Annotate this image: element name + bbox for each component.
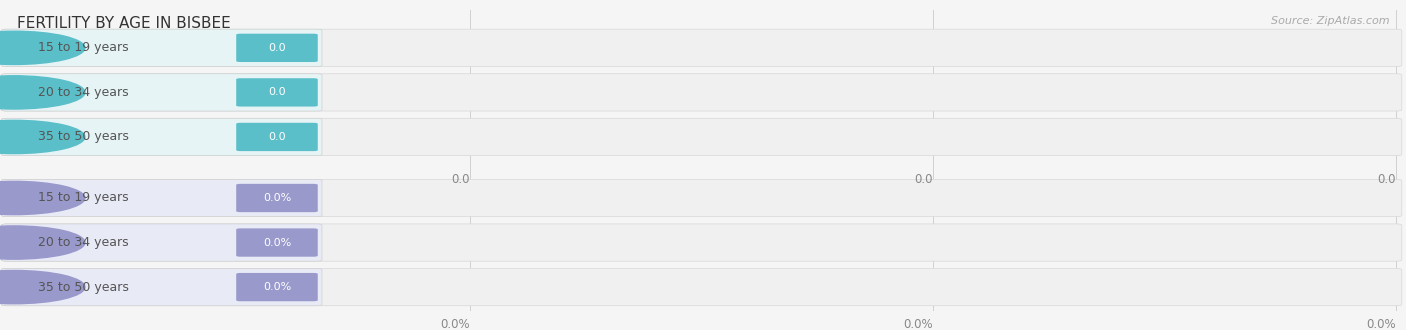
FancyBboxPatch shape [1,269,322,306]
FancyBboxPatch shape [236,123,318,151]
Text: 0.0%: 0.0% [263,193,291,203]
FancyBboxPatch shape [1,29,1402,67]
Text: 0.0: 0.0 [1378,173,1396,186]
Text: 0.0: 0.0 [269,132,285,142]
Circle shape [0,271,84,304]
Circle shape [0,182,84,215]
Text: 0.0: 0.0 [915,173,934,186]
Text: 35 to 50 years: 35 to 50 years [38,130,129,144]
Text: 0.0: 0.0 [451,173,470,186]
Text: 0.0: 0.0 [269,87,285,97]
Text: 0.0%: 0.0% [904,318,934,330]
Text: 20 to 34 years: 20 to 34 years [38,236,128,249]
FancyBboxPatch shape [236,273,318,301]
FancyBboxPatch shape [1,180,1402,216]
FancyBboxPatch shape [1,224,322,261]
Text: Source: ZipAtlas.com: Source: ZipAtlas.com [1271,16,1389,26]
Circle shape [0,31,84,64]
FancyBboxPatch shape [236,184,318,212]
Text: 20 to 34 years: 20 to 34 years [38,86,128,99]
FancyBboxPatch shape [1,118,322,156]
FancyBboxPatch shape [236,78,318,107]
Circle shape [0,226,84,259]
FancyBboxPatch shape [1,29,322,67]
Circle shape [0,120,84,153]
FancyBboxPatch shape [1,224,1402,261]
FancyBboxPatch shape [1,269,1402,306]
Text: 35 to 50 years: 35 to 50 years [38,280,129,294]
Text: 0.0%: 0.0% [263,282,291,292]
Text: 0.0%: 0.0% [440,318,470,330]
Text: 0.0%: 0.0% [1367,318,1396,330]
Circle shape [0,76,84,109]
FancyBboxPatch shape [1,74,322,111]
Text: 15 to 19 years: 15 to 19 years [38,191,128,205]
Text: FERTILITY BY AGE IN BISBEE: FERTILITY BY AGE IN BISBEE [17,16,231,31]
FancyBboxPatch shape [236,228,318,257]
FancyBboxPatch shape [1,180,322,216]
FancyBboxPatch shape [1,118,1402,156]
FancyBboxPatch shape [236,34,318,62]
Text: 15 to 19 years: 15 to 19 years [38,41,128,54]
Text: 0.0: 0.0 [269,43,285,53]
FancyBboxPatch shape [1,74,1402,111]
Text: 0.0%: 0.0% [263,238,291,248]
